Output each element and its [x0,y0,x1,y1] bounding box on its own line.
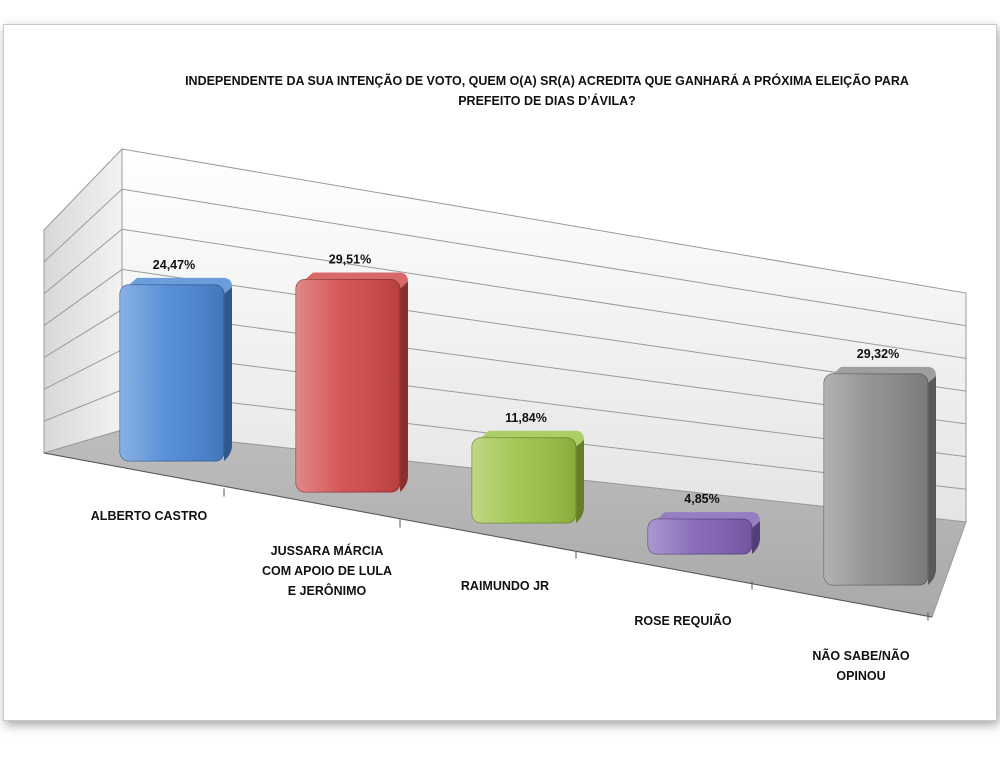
category-label-line: RAIMUNDO JR [461,579,549,593]
category-label: ALBERTO CASTRO [91,509,208,523]
bar-top [657,512,760,529]
bar-highlight [824,373,928,585]
bar-side [752,521,760,554]
value-label: 29,51% [329,253,371,267]
bar-highlight [472,437,576,523]
chart-gridlines [43,188,967,490]
bar-top [833,366,936,383]
chart-category-labels: ALBERTO CASTRO JUSSARA MÁRCIA COM APOIO DE… [91,488,929,683]
chart-frame: INDEPENDENTE DA SUA INTENÇÃO DE VOTO, QU… [3,24,997,721]
gridline [43,188,967,327]
bar-top [305,272,408,289]
bar-side [400,281,408,492]
chart-value-labels: 24,47% 29,51% 11,84% 4,85% 29,32% [153,253,899,507]
value-label: 4,85% [684,492,719,506]
category-label-line: ALBERTO CASTRO [91,509,208,523]
bar-chart-3d: INDEPENDENTE DA SUA INTENÇÃO DE VOTO, QU… [43,73,967,683]
category-label-line: COM APOIO DE LULA [262,564,392,578]
category-label: NÃO SABE/NÃO OPINOU [812,648,910,683]
gridline [43,268,967,392]
category-label: RAIMUNDO JR [461,579,549,593]
chart-title: INDEPENDENTE DA SUA INTENÇÃO DE VOTO, QU… [185,73,909,108]
bar-highlight [648,519,752,554]
gridline [43,228,967,359]
bar-highlight [120,284,224,461]
category-label-line: JUSSARA MÁRCIA [271,543,384,558]
category-label-line: OPINOU [836,669,885,683]
category-label-line: NÃO SABE/NÃO [812,648,910,663]
chart-side-wall [43,147,123,454]
bar-5 [823,366,936,586]
chart-title-line-2: PREFEITO DE DIAS D’ÁVILA? [458,93,636,108]
category-label: ROSE REQUIÃO [634,613,732,628]
chart-baseline [43,452,933,618]
bar-highlight [296,279,400,492]
bar-1 [119,277,232,462]
bar-side [576,439,584,523]
value-label: 24,47% [153,258,195,272]
category-label: JUSSARA MÁRCIA COM APOIO DE LULA E JERÔNIM… [262,543,392,598]
bar-top [129,277,232,294]
category-label-line: E JERÔNIMO [288,583,367,598]
chart-title-line-1: INDEPENDENTE DA SUA INTENÇÃO DE VOTO, QU… [185,73,909,88]
bar-side [224,286,232,461]
bar-side [928,375,936,585]
bar-top [481,430,584,447]
bar-2 [295,272,408,493]
bar-4 [647,512,760,555]
value-label: 11,84% [505,411,547,425]
category-label-line: ROSE REQUIÃO [634,613,732,628]
chart-bars [119,272,936,586]
value-label: 29,32% [857,347,899,361]
bar-3 [471,430,584,524]
